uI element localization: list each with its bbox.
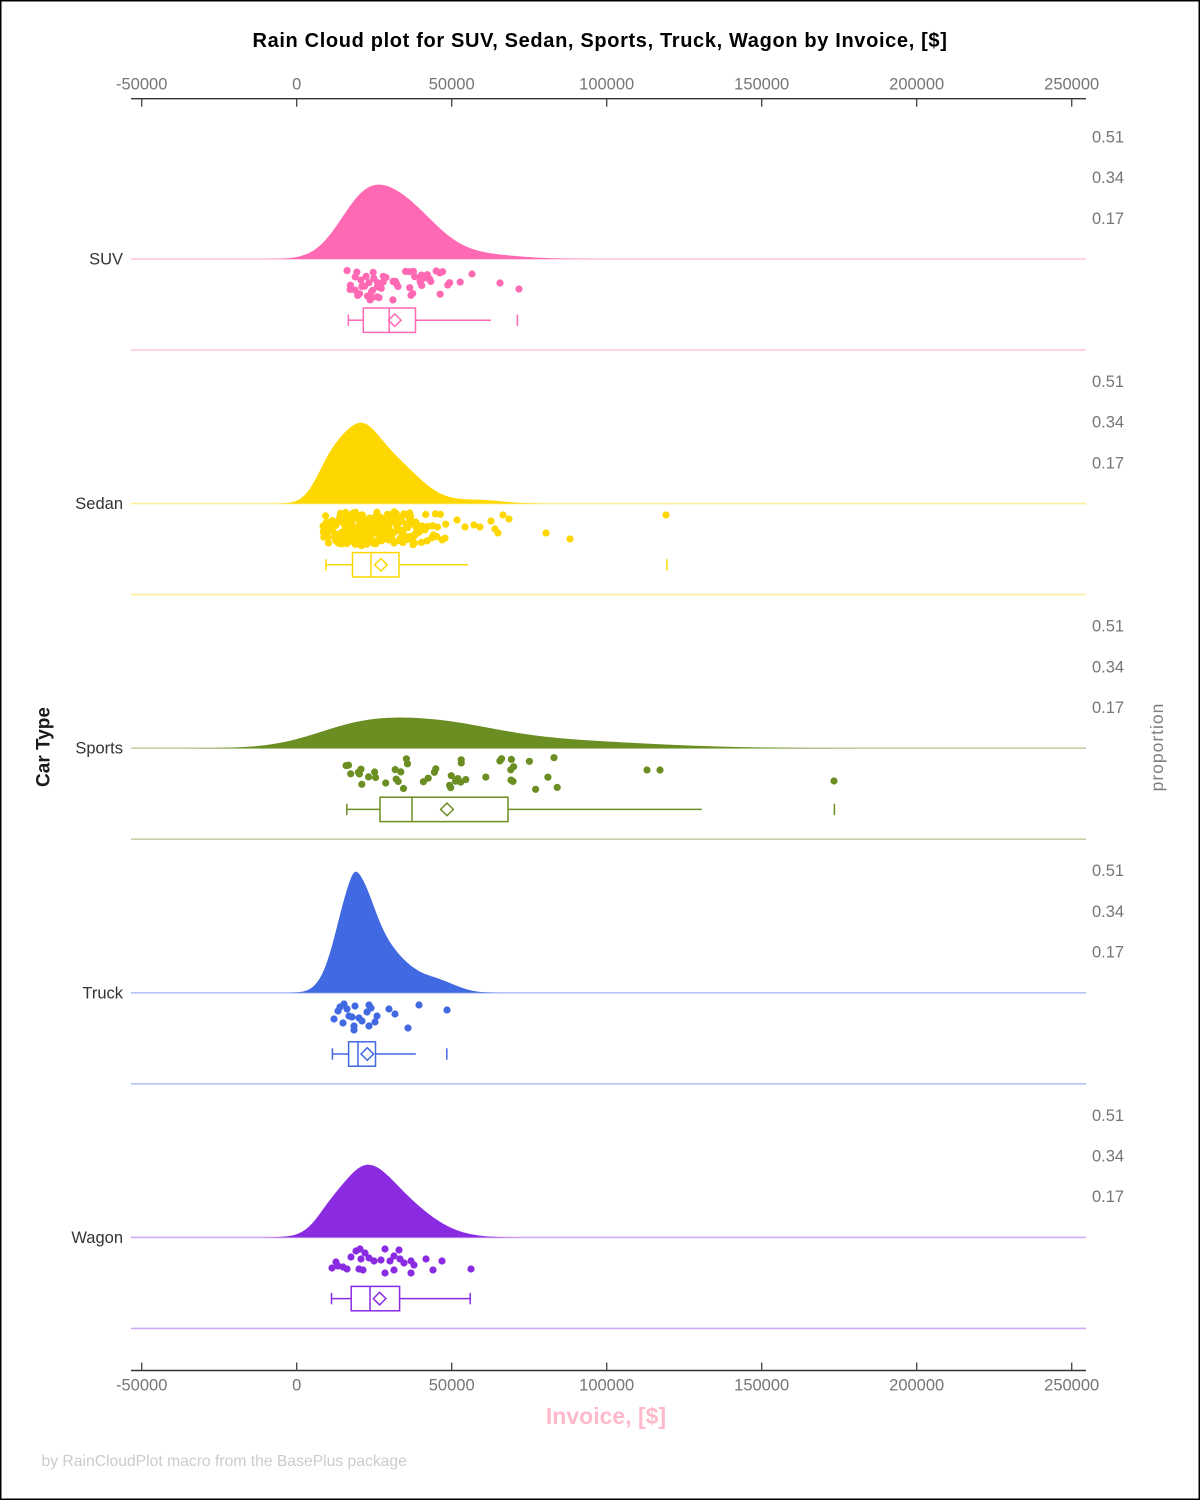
- svg-text:100000: 100000: [579, 1377, 634, 1395]
- svg-text:Car Type: Car Type: [34, 707, 55, 787]
- svg-text:0.34: 0.34: [1092, 658, 1124, 676]
- svg-text:by RainCloudPlot macro from th: by RainCloudPlot macro from the BasePlus…: [42, 1453, 408, 1470]
- svg-text:0: 0: [292, 1377, 301, 1395]
- svg-text:0.51: 0.51: [1092, 373, 1124, 391]
- svg-text:proportion: proportion: [1147, 703, 1167, 792]
- svg-text:0.51: 0.51: [1092, 128, 1124, 146]
- svg-text:Sports: Sports: [75, 740, 123, 758]
- svg-text:250000: 250000: [1044, 1377, 1099, 1395]
- svg-text:-50000: -50000: [116, 1377, 167, 1395]
- svg-text:0.34: 0.34: [1092, 903, 1124, 921]
- svg-text:0.17: 0.17: [1092, 210, 1124, 228]
- svg-text:0.17: 0.17: [1092, 454, 1124, 472]
- svg-text:50000: 50000: [429, 76, 475, 94]
- svg-text:0.34: 0.34: [1092, 414, 1124, 432]
- svg-text:200000: 200000: [889, 1377, 944, 1395]
- svg-text:Invoice, [$]: Invoice, [$]: [546, 1403, 666, 1429]
- svg-text:0.51: 0.51: [1092, 1107, 1124, 1125]
- svg-text:Sedan: Sedan: [75, 495, 123, 513]
- svg-text:SUV: SUV: [89, 251, 123, 269]
- svg-text:0.17: 0.17: [1092, 699, 1124, 717]
- svg-text:0.17: 0.17: [1092, 944, 1124, 962]
- svg-text:150000: 150000: [734, 76, 789, 94]
- svg-text:0.17: 0.17: [1092, 1188, 1124, 1206]
- svg-text:250000: 250000: [1044, 76, 1099, 94]
- svg-text:Rain Cloud plot for SUV, Sedan: Rain Cloud plot for SUV, Sedan, Sports, …: [252, 30, 947, 52]
- svg-text:150000: 150000: [734, 1377, 789, 1395]
- svg-text:100000: 100000: [579, 76, 634, 94]
- svg-text:-50000: -50000: [116, 76, 167, 94]
- svg-text:0.34: 0.34: [1092, 169, 1124, 187]
- svg-text:Wagon: Wagon: [71, 1229, 123, 1247]
- svg-text:50000: 50000: [429, 1377, 475, 1395]
- svg-text:0.34: 0.34: [1092, 1148, 1124, 1166]
- svg-text:0.51: 0.51: [1092, 618, 1124, 636]
- svg-text:0.51: 0.51: [1092, 862, 1124, 880]
- svg-text:Truck: Truck: [82, 984, 123, 1002]
- svg-text:200000: 200000: [889, 76, 944, 94]
- svg-text:0: 0: [292, 76, 301, 94]
